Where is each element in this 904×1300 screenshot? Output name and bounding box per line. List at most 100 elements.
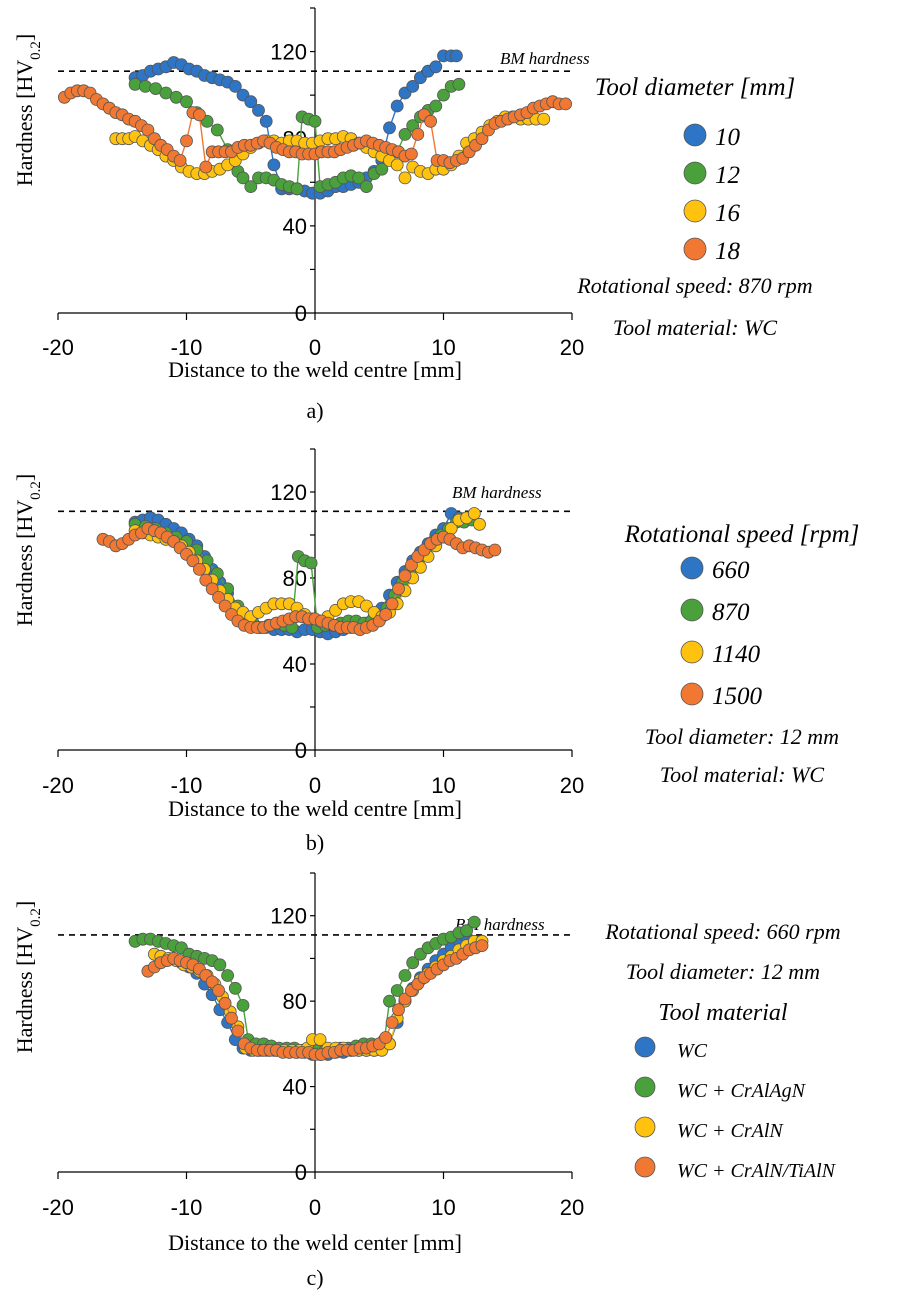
data-point	[192, 563, 206, 576]
legend-marker	[680, 682, 704, 706]
data-point	[218, 996, 232, 1010]
x-tick-label: -10	[171, 773, 203, 798]
panel-label: a)	[306, 398, 323, 423]
data-point	[398, 171, 412, 185]
legend-marker	[634, 1036, 656, 1058]
data-point	[390, 984, 404, 997]
series-wc-craln-tialn	[141, 939, 489, 1061]
x-tick-label: 0	[309, 1195, 321, 1220]
legend-title: Tool diameter [mm]	[595, 74, 796, 101]
data-point	[186, 554, 200, 568]
legend-marker	[680, 598, 704, 622]
chart-note: Tool diameter: 12 mm	[626, 959, 820, 984]
data-point	[304, 556, 318, 570]
chart-note: Tool material: WC	[613, 315, 778, 340]
x-axis-label: Distance to the weld centre [mm]	[168, 796, 462, 821]
data-point	[244, 95, 258, 109]
y-tick-label: 80	[283, 566, 307, 591]
legend-label: 18	[715, 238, 741, 265]
chart-note: Tool material: WC	[660, 762, 825, 787]
legend-label: 870	[712, 599, 750, 626]
data-point	[379, 608, 393, 621]
data-point	[210, 123, 224, 137]
legend-label: WC + CrAlN/TiAlN	[677, 1160, 837, 1182]
y-tick-label: 40	[283, 652, 307, 677]
data-point	[398, 992, 412, 1006]
data-point	[390, 99, 404, 113]
data-point	[406, 80, 420, 93]
series-1500	[96, 522, 502, 636]
data-point	[452, 77, 466, 91]
legend-marker	[683, 161, 707, 185]
data-point	[228, 80, 242, 93]
legend-marker	[683, 123, 707, 147]
y-tick-label: 80	[283, 989, 307, 1014]
x-tick-label: 20	[560, 1195, 584, 1220]
panel-2: -20 -10 0 10 20 0 40 80 120 Hardness [HV0.2] Dista…	[12, 448, 860, 855]
x-axis-label: Distance to the weld centre [mm]	[168, 357, 462, 382]
y-tick-label: 40	[283, 1075, 307, 1100]
legend-marker	[634, 1156, 656, 1178]
legend-title: Rotational speed [rpm]	[624, 521, 860, 548]
x-tick-label: 20	[560, 773, 584, 798]
data-point	[467, 507, 481, 520]
data-point	[213, 958, 227, 972]
legend-marker	[634, 1076, 656, 1098]
y-axis-label: Hardness [HV0.2]	[12, 901, 44, 1054]
bm-hardness-label: BM hardness	[452, 483, 542, 502]
chart-note: Rotational speed: 660 rpm	[604, 919, 840, 944]
data-point	[375, 162, 389, 176]
data-point	[180, 95, 193, 109]
data-point	[406, 956, 420, 970]
legend-marker	[680, 556, 704, 580]
panel-label: c)	[306, 1265, 323, 1290]
data-point	[385, 597, 399, 611]
data-point	[559, 97, 572, 111]
data-point	[429, 60, 443, 74]
data-point	[205, 582, 219, 596]
data-point	[225, 1011, 238, 1025]
legend-label: 10	[715, 124, 741, 151]
data-point	[290, 182, 304, 196]
x-tick-label: 10	[431, 335, 455, 360]
x-tick-label: -20	[42, 335, 74, 360]
data-point	[199, 160, 213, 174]
data-point	[259, 114, 273, 128]
data-point	[379, 1031, 393, 1044]
data-point	[212, 591, 226, 604]
data-point	[385, 1016, 399, 1029]
legend-label: WC + CrAlN	[677, 1120, 784, 1142]
legend-marker	[683, 237, 707, 261]
y-axis-label: Hardness [HV0.2]	[12, 34, 44, 187]
legend-marker	[683, 199, 707, 223]
legend-label: 660	[712, 557, 750, 584]
data-point	[128, 77, 142, 91]
data-point	[437, 88, 450, 102]
x-axis-label: Distance to the weld center [mm]	[168, 1230, 462, 1255]
data-point	[460, 924, 474, 938]
legend-marker	[680, 640, 704, 664]
data-point	[398, 969, 412, 982]
data-point	[392, 582, 405, 596]
data-point	[244, 180, 258, 194]
data-point	[313, 1033, 327, 1046]
panel-label: b)	[306, 830, 324, 855]
bm-hardness-label: BM hardness	[500, 49, 590, 68]
data-point	[475, 132, 489, 146]
data-point	[392, 1003, 405, 1017]
x-tick-label: 20	[560, 335, 584, 360]
legend-label: 12	[715, 162, 740, 189]
data-point	[252, 104, 265, 117]
y-tick-label: 120	[270, 480, 307, 505]
legend-label: 1500	[712, 683, 763, 710]
data-point	[473, 517, 486, 531]
data-point	[267, 158, 281, 172]
legend-label: 16	[715, 200, 741, 227]
data-point	[352, 171, 366, 185]
data-point	[429, 99, 443, 113]
legend-title: Tool material	[658, 1000, 787, 1026]
x-tick-label: -20	[42, 773, 74, 798]
y-tick-label: 0	[295, 738, 307, 763]
